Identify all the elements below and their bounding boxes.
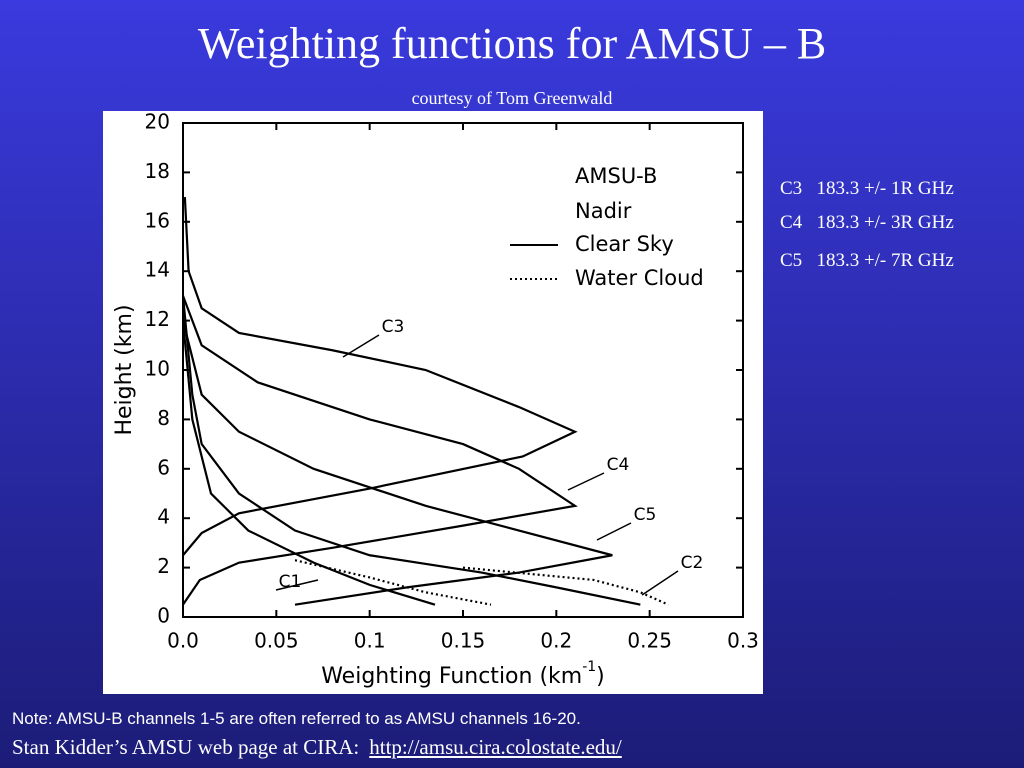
slide-title: Weighting functions for AMSU – B: [197, 19, 827, 68]
curve: [462, 566, 669, 606]
frequency: 183.3 +/- 7R GHz: [816, 250, 954, 271]
y-tick-label: 6: [157, 455, 170, 479]
subtitle: courtesy of Tom Greenwald: [411, 88, 613, 108]
curve: [294, 559, 492, 606]
channel: C5: [780, 250, 803, 271]
frequency: 183.3 +/- 1R GHz: [816, 178, 954, 199]
channel-row: C4 183.3 +/- 3R GHz: [780, 212, 954, 234]
y-tick-label: 8: [157, 406, 170, 430]
leader-line: [275, 579, 319, 591]
y-tick-label: 16: [145, 208, 170, 232]
x-tick-label: 0.2: [540, 629, 572, 653]
source: Stan Kidder’s AMSU web page at CIRA: http…: [12, 735, 622, 760]
x-tick-label: 0.1: [354, 629, 386, 653]
x-label-text: Weighting Function (km: [321, 664, 582, 689]
x-label-close: ): [596, 664, 605, 689]
curve-label: C5: [634, 505, 657, 525]
curve: [181, 295, 578, 606]
note: Note: AMSU-B channels 1-5 are often refe…: [12, 709, 581, 728]
legend-title: AMSU-B: [575, 164, 657, 188]
leader-line: [567, 472, 605, 491]
x-label-sup: -1: [582, 659, 596, 675]
link[interactable]: http://amsu.cira.colostate.edu/: [369, 735, 622, 759]
x-tick-label: 0.3: [727, 629, 759, 653]
x-tick-label: 0.25: [627, 629, 672, 653]
leader-line: [596, 522, 632, 541]
x-tick-label: 0.0: [167, 629, 199, 653]
curve: [182, 197, 578, 556]
y-tick-label: 12: [145, 307, 170, 331]
curve-label: C1: [279, 572, 302, 592]
channel-row: C3 183.3 +/- 1R GHz: [780, 178, 954, 200]
curve: [181, 295, 641, 606]
leader-line: [641, 570, 679, 596]
y-tick-label: 20: [145, 110, 170, 134]
y-axis-label: Height (km): [112, 304, 137, 435]
y-tick-label: 2: [157, 554, 170, 578]
y-tick-label: 0: [157, 604, 170, 628]
curve-label: C3: [382, 317, 405, 337]
y-tick-label: 4: [157, 505, 170, 529]
x-axis-label: Weighting Function (km-1): [321, 659, 605, 689]
legend-label: Water Cloud: [575, 266, 704, 290]
x-tick-label: 0.15: [441, 629, 486, 653]
y-tick-label: 10: [145, 357, 170, 381]
y-tick-label: 14: [145, 258, 170, 282]
chart-background: [103, 111, 763, 694]
curve: [181, 320, 436, 606]
x-tick-label: 0.05: [254, 629, 299, 653]
channel-row: C5 183.3 +/- 7R GHz: [780, 250, 954, 272]
leader-line: [342, 334, 380, 358]
curve: [181, 320, 613, 606]
frequency: 183.3 +/- 3R GHz: [816, 212, 954, 233]
y-tick-label: 18: [145, 159, 170, 183]
legend-label: Clear Sky: [575, 232, 674, 256]
source-text: Stan Kidder’s AMSU web page at CIRA:: [12, 735, 360, 759]
channel: C3: [780, 178, 803, 199]
curve-label: C2: [681, 553, 704, 573]
curve-label: C4: [607, 455, 630, 475]
channel: C4: [780, 212, 803, 233]
legend-title: Nadir: [575, 199, 632, 223]
